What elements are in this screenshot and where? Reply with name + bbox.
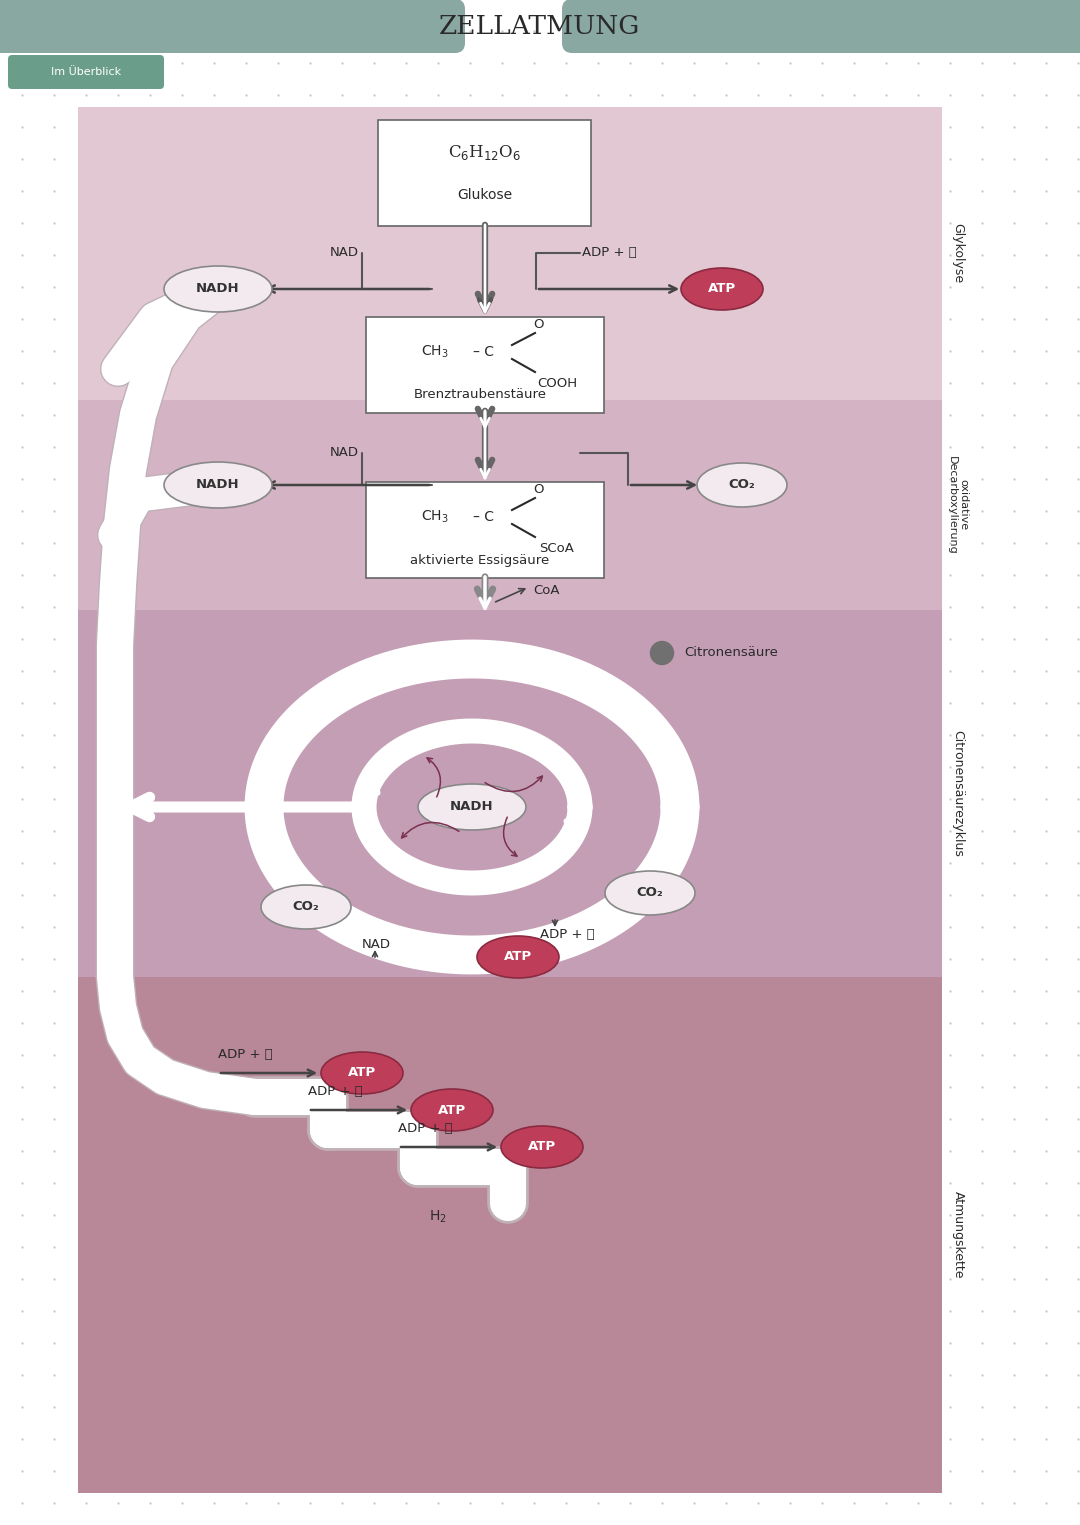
Text: CH$_3$: CH$_3$ [421, 509, 449, 525]
Text: Citronensäure: Citronensäure [684, 647, 778, 659]
FancyBboxPatch shape [78, 107, 942, 400]
Ellipse shape [605, 871, 696, 915]
Text: SCoA: SCoA [540, 541, 575, 555]
Circle shape [650, 642, 674, 665]
Text: ATP: ATP [348, 1066, 376, 1080]
Text: ZELLATMUNG: ZELLATMUNG [440, 14, 640, 38]
Text: CO₂: CO₂ [636, 886, 663, 900]
Ellipse shape [501, 1125, 583, 1168]
Text: ADP + Ⓟ: ADP + Ⓟ [308, 1084, 363, 1098]
Text: aktivierte Essigsäure: aktivierte Essigsäure [410, 554, 550, 566]
Text: NAD: NAD [330, 447, 359, 459]
Text: CoA: CoA [534, 584, 559, 598]
Text: NADH: NADH [450, 801, 494, 813]
Text: C$_6$H$_{12}$O$_6$: C$_6$H$_{12}$O$_6$ [448, 143, 522, 163]
FancyBboxPatch shape [0, 0, 465, 53]
Ellipse shape [681, 268, 762, 310]
Text: Citronensäurezyklus: Citronensäurezyklus [951, 730, 964, 857]
FancyBboxPatch shape [366, 482, 604, 578]
FancyBboxPatch shape [78, 400, 942, 610]
FancyBboxPatch shape [78, 978, 942, 1493]
FancyBboxPatch shape [366, 317, 604, 413]
Ellipse shape [418, 784, 526, 830]
Ellipse shape [411, 1089, 492, 1132]
Ellipse shape [697, 464, 787, 506]
Text: ATP: ATP [528, 1141, 556, 1153]
Text: Glukose: Glukose [458, 188, 513, 201]
Text: COOH: COOH [537, 377, 577, 390]
Ellipse shape [477, 936, 559, 978]
Text: Im Überblick: Im Überblick [51, 67, 121, 76]
Text: NADH: NADH [197, 479, 240, 491]
Text: Glykolyse: Glykolyse [951, 224, 964, 284]
Text: – C: – C [473, 509, 494, 525]
Text: ADP + Ⓟ: ADP + Ⓟ [582, 247, 637, 259]
Text: NADH: NADH [197, 282, 240, 296]
Text: ADP + Ⓟ: ADP + Ⓟ [399, 1122, 453, 1135]
Text: O: O [534, 483, 544, 496]
FancyBboxPatch shape [562, 0, 1080, 53]
Ellipse shape [164, 462, 272, 508]
FancyBboxPatch shape [78, 610, 942, 978]
Ellipse shape [261, 884, 351, 929]
Text: – C: – C [473, 345, 494, 358]
Text: Brenztraubenstäure: Brenztraubenstäure [414, 389, 546, 401]
Text: ADP + Ⓟ: ADP + Ⓟ [218, 1048, 273, 1061]
Text: ATP: ATP [707, 282, 737, 296]
Text: ATP: ATP [437, 1104, 467, 1116]
FancyBboxPatch shape [378, 120, 592, 226]
Text: CH$_3$: CH$_3$ [421, 343, 449, 360]
Text: H$_2$: H$_2$ [429, 1209, 447, 1225]
Text: O: O [534, 319, 544, 331]
Text: CO₂: CO₂ [293, 900, 320, 913]
Ellipse shape [164, 265, 272, 313]
Ellipse shape [321, 1052, 403, 1093]
Text: NAD: NAD [330, 247, 359, 259]
Text: ATP: ATP [504, 950, 532, 964]
FancyBboxPatch shape [8, 55, 164, 88]
Text: oxidative
Decarboxylierung: oxidative Decarboxylierung [947, 456, 969, 555]
Text: CO₂: CO₂ [729, 479, 755, 491]
Text: Atmungskette: Atmungskette [951, 1191, 964, 1279]
Text: NAD: NAD [362, 938, 391, 952]
Text: ADP + Ⓟ: ADP + Ⓟ [540, 929, 595, 941]
